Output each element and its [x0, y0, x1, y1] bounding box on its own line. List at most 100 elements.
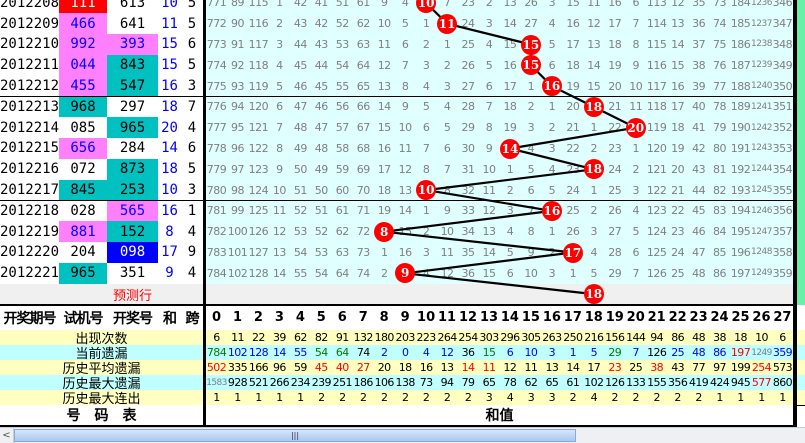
omission-cell: 74: [352, 262, 375, 285]
omission-cell: 10: [478, 158, 501, 181]
omission-cell: 776: [206, 96, 228, 119]
omission-cell: 47: [289, 96, 312, 119]
omission-cell: 19: [373, 200, 396, 223]
stat-value: 82: [310, 330, 333, 346]
omission-cell: 18: [667, 117, 690, 140]
omission-cell: 78: [709, 96, 732, 119]
omission-cell: 25: [457, 34, 480, 56]
stat-value: 223: [415, 330, 438, 346]
omission-cell: 353: [771, 138, 794, 160]
period-cell: 2012210: [0, 34, 60, 56]
stat-value: 18: [730, 330, 752, 346]
stat-value: 0: [394, 345, 417, 361]
omission-cell: 6: [268, 96, 291, 119]
omission-cell: 24: [457, 13, 480, 36]
omission-cell: 54: [289, 242, 312, 264]
period-cell: 2012212: [0, 75, 60, 98]
stat-value: 79: [457, 375, 480, 391]
omission-cell: 784: [206, 262, 228, 285]
omission-cell: 354: [771, 158, 794, 181]
header-sum-10: 10: [415, 305, 438, 331]
sum-ball: 14: [499, 138, 520, 159]
prediction-cell: [478, 283, 501, 306]
omission-cell: 5: [625, 221, 648, 244]
sum-cell: 14: [158, 138, 182, 160]
omission-cell: 8: [268, 138, 291, 160]
stat-value: 128: [247, 345, 270, 361]
omission-cell: 22: [562, 138, 585, 160]
omission-cell: 13: [394, 179, 417, 202]
omission-cell: 358: [771, 242, 794, 264]
omission-cell: 1: [373, 242, 396, 264]
omission-cell: 352: [771, 117, 794, 140]
period-cell: 2012221: [0, 262, 60, 285]
omission-cell: 42: [310, 13, 333, 36]
sum-cell: 10: [158, 0, 182, 15]
scroll-thumb[interactable]: |||: [14, 429, 576, 442]
span-cell: 3: [181, 179, 204, 202]
omission-cell: 2: [541, 242, 564, 264]
scroll-left-button[interactable]: <: [0, 428, 14, 443]
stat-value: 73: [415, 375, 438, 391]
stat-side: [797, 345, 805, 361]
sum-ball: 17: [562, 242, 583, 263]
header-sum-22: 22: [667, 305, 690, 331]
omission-cell: 6: [499, 262, 522, 285]
side-column: [797, 0, 805, 305]
omission-cell: 101: [227, 242, 249, 264]
sum-ball: 16: [541, 76, 562, 97]
stat-value: 2: [373, 390, 396, 406]
omission-cell: 37: [688, 34, 711, 56]
stat-value: 29: [604, 345, 627, 361]
omission-cell: 14: [583, 54, 606, 77]
footer-sum-label: 和值: [206, 405, 794, 426]
omission-cell: 346: [771, 0, 794, 15]
header-sum-18: 18: [583, 305, 606, 331]
omission-cell: 1: [436, 34, 459, 56]
stat-value: 2: [562, 390, 585, 406]
omission-cell: 42: [688, 138, 711, 160]
omission-cell: 9: [478, 138, 501, 160]
omission-cell: 17: [373, 158, 396, 181]
prediction-cell: [499, 283, 522, 306]
stat-value: 1: [730, 390, 752, 406]
omission-cell: 31: [457, 158, 480, 181]
omission-cell: 4: [541, 158, 564, 181]
header-sum-6: 6: [331, 305, 354, 331]
omission-cell: 773: [206, 34, 228, 56]
omission-cell: 100: [227, 221, 249, 244]
omission-cell: 64: [331, 262, 354, 285]
stat-value: 7: [625, 345, 648, 361]
stat-value: 14: [268, 345, 291, 361]
omission-cell: 1: [541, 96, 564, 119]
stat-value: 27: [352, 360, 375, 376]
header-sum-17: 17: [562, 305, 585, 331]
omission-cell: 186: [730, 34, 752, 56]
stat-value: 928: [227, 375, 249, 391]
stat-value: 20: [373, 360, 396, 376]
stat-value: 74: [352, 345, 375, 361]
omission-cell: 47: [688, 242, 711, 264]
header-trial: 试机号: [59, 305, 108, 331]
prediction-cell: [730, 283, 752, 306]
omission-cell: 1: [415, 13, 438, 36]
prediction-cell: [331, 283, 354, 306]
stat-value: 65: [478, 375, 501, 391]
stat-value: 6: [499, 345, 522, 361]
omission-cell: 121: [247, 117, 270, 140]
draw-number-cell: 873: [107, 158, 159, 181]
draw-number-cell: 547: [107, 75, 159, 98]
omission-cell: 772: [206, 13, 228, 36]
omission-cell: 114: [646, 13, 669, 36]
horizontal-scrollbar[interactable]: < |||: [0, 427, 805, 443]
stat-value: 59: [289, 360, 312, 376]
omission-cell: 777: [206, 117, 228, 140]
stat-side: [797, 375, 805, 391]
omission-cell: 53: [310, 242, 333, 264]
header-sum-23: 23: [688, 305, 711, 331]
header-sum-16: 16: [541, 305, 564, 331]
prediction-cell: [667, 283, 690, 306]
prediction-cell: [158, 283, 182, 306]
sum-ball: 8: [374, 221, 395, 242]
omission-cell: 126: [646, 262, 669, 285]
